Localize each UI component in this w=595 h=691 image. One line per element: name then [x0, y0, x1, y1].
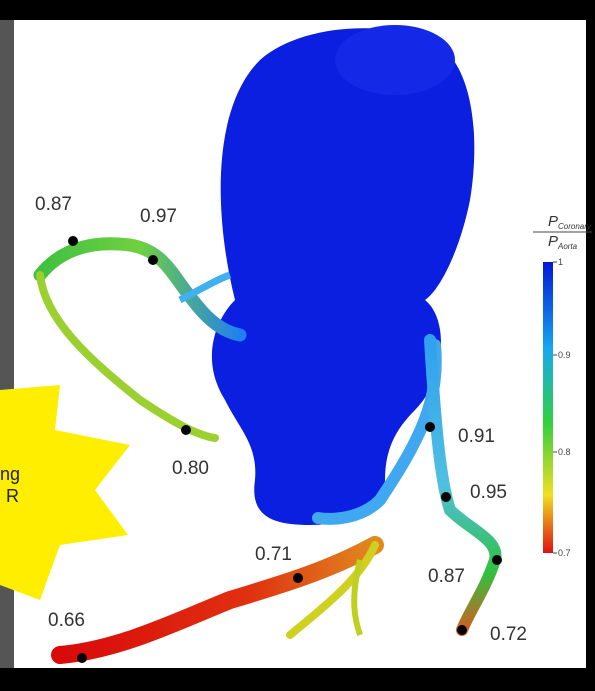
- value-label: 0.87: [35, 194, 72, 215]
- point: [293, 573, 303, 583]
- colorbar-tick-label: 0.7: [558, 548, 571, 558]
- value-label: 0.91: [458, 426, 495, 447]
- point: [181, 425, 191, 435]
- value-label: 0.87: [428, 566, 465, 587]
- callout-text: ng: [0, 464, 20, 484]
- vessel: [351, 559, 363, 636]
- measurement-points: [68, 236, 502, 663]
- value-label: 0.72: [490, 624, 527, 645]
- colorbar-subscript: Aorta: [557, 242, 578, 251]
- value-label: 0.97: [140, 206, 177, 227]
- aorta: [211, 28, 475, 525]
- point: [77, 653, 87, 663]
- point: [441, 492, 451, 502]
- point: [68, 236, 78, 246]
- colorbar: [543, 262, 553, 553]
- vessel: [51, 536, 384, 664]
- vessel: [286, 541, 379, 639]
- value-label: 0.71: [255, 544, 292, 565]
- point: [148, 255, 158, 265]
- bottom-bar: [0, 668, 595, 691]
- value-label: 0.95: [470, 482, 507, 503]
- value-label: 0.66: [48, 610, 85, 631]
- colorbar-tick-label: 1: [558, 257, 563, 267]
- vessel: [33, 237, 247, 342]
- vessel: [178, 271, 232, 304]
- callout-text: R: [6, 486, 19, 506]
- point: [492, 555, 502, 565]
- point: [457, 625, 467, 635]
- colorbar-tick-label: 0.9: [558, 350, 571, 360]
- point: [425, 422, 435, 432]
- callout-burst: [0, 385, 130, 600]
- colorbar-symbol: P: [548, 233, 558, 250]
- value-label: 0.80: [172, 458, 209, 479]
- colorbar-subscript: Coronary: [558, 222, 592, 231]
- vessel: [424, 334, 502, 636]
- aorta-arch: [335, 25, 455, 95]
- colorbar-tick-label: 0.8: [558, 447, 571, 457]
- colorbar-symbol: P: [548, 213, 558, 230]
